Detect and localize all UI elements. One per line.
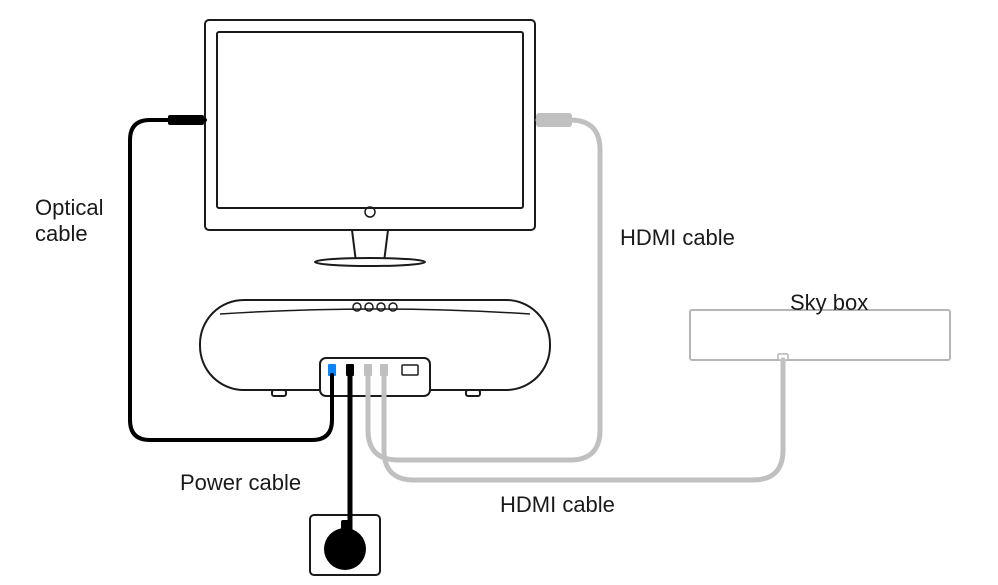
label-hdmi-bottom: HDMI cable	[500, 492, 615, 518]
label-optical: Optical cable	[35, 195, 103, 248]
label-skybox: Sky box	[790, 290, 868, 316]
label-hdmi-top: HDMI cable	[620, 225, 735, 251]
label-power: Power cable	[180, 470, 301, 496]
